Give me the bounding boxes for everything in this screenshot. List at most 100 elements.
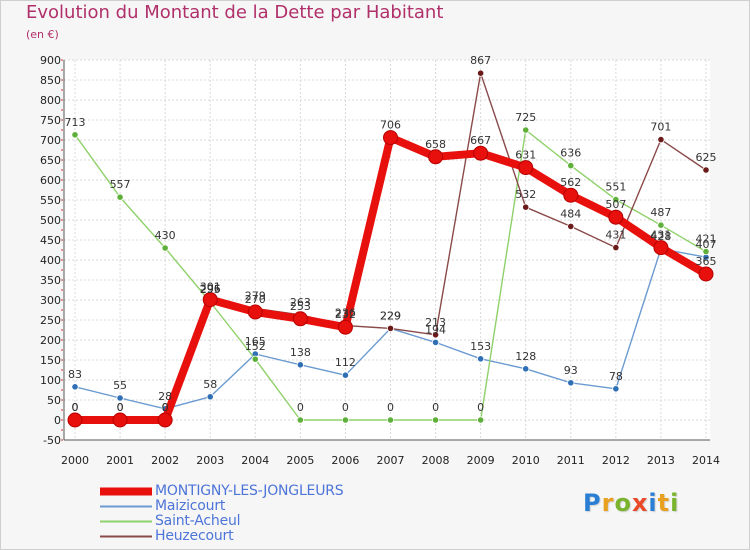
data-point: [247, 304, 263, 320]
data-point: [477, 69, 485, 77]
y-tick-label: 550: [40, 194, 61, 207]
data-point: [477, 355, 485, 363]
data-label: 93: [564, 364, 578, 377]
data-point: [702, 248, 710, 256]
logo-letter: x: [631, 489, 649, 517]
data-label: 301: [200, 281, 221, 294]
data-point: [522, 365, 530, 373]
data-point: [567, 222, 575, 230]
y-tick-label: 350: [40, 274, 61, 287]
data-label: 165: [245, 335, 266, 348]
y-tick-label: 50: [47, 394, 61, 407]
data-label: 658: [425, 138, 446, 151]
data-label: 236: [335, 307, 356, 320]
logo-letter: t: [657, 489, 671, 517]
data-label: 83: [68, 368, 82, 381]
data-label: 55: [113, 379, 127, 392]
data-point: [251, 355, 259, 363]
data-point: [161, 244, 169, 252]
y-tick-label: 200: [40, 334, 61, 347]
data-label: 365: [696, 255, 717, 268]
legend-label-saint-acheul: Saint-Acheul: [155, 513, 241, 529]
data-label: 484: [560, 207, 581, 220]
data-label: 725: [515, 111, 536, 124]
x-tick-label: 2006: [331, 454, 359, 467]
data-label: 713: [65, 116, 86, 129]
data-label: 279: [245, 289, 266, 302]
data-point: [383, 130, 398, 146]
legend-swatch-saint-acheul: [100, 520, 152, 523]
legend-item-montigny[interactable]: MONTIGNY-LES-JONGLEURS: [100, 483, 344, 499]
data-label: 701: [650, 121, 671, 134]
plot-area: [64, 60, 710, 440]
legend: MONTIGNY-LES-JONGLEURS Maizicourt Saint-…: [100, 483, 344, 544]
legend-swatch-maizicourt: [100, 505, 152, 508]
data-label: 263: [290, 296, 311, 309]
data-point: [206, 393, 214, 401]
data-label: 270: [245, 293, 266, 306]
data-point: [341, 371, 350, 379]
x-tick-label: 2010: [512, 454, 540, 467]
y-tick-label: 450: [40, 234, 61, 247]
data-point: [698, 266, 714, 282]
legend-item-saint-acheul[interactable]: Saint-Acheul: [100, 514, 343, 529]
x-tick-label: 2012: [602, 454, 630, 467]
data-point: [522, 203, 530, 211]
x-tick-label: 2004: [241, 454, 269, 467]
data-label: 507: [605, 198, 626, 211]
y-tick-label: 150: [40, 354, 61, 367]
y-tick-label: 600: [40, 174, 61, 187]
data-label: 631: [515, 149, 536, 162]
data-point: [116, 193, 124, 201]
legend-label-montigny: MONTIGNY-LES-JONGLEURS: [155, 483, 344, 499]
data-label: 421: [696, 233, 717, 246]
data-point: [431, 338, 440, 346]
data-point: [71, 131, 79, 139]
data-point: [386, 416, 395, 424]
data-point: [431, 416, 440, 424]
data-label: 128: [515, 350, 536, 363]
legend-swatch-heuzecourt: [100, 535, 152, 538]
chart-subtitle: (en €): [26, 28, 59, 41]
logo-letter: o: [614, 489, 632, 517]
data-point: [157, 412, 173, 428]
y-tick-label: 0: [54, 414, 61, 427]
data-label: 0: [432, 401, 439, 414]
logo-letter: i: [648, 489, 658, 517]
data-label: 430: [155, 229, 176, 242]
logo-letter: r: [601, 489, 615, 517]
legend-item-maizicourt[interactable]: Maizicourt: [100, 499, 343, 514]
data-label: 78: [609, 370, 623, 383]
y-tick-label: 650: [40, 154, 61, 167]
data-point: [518, 160, 534, 176]
data-label: 295: [200, 283, 221, 296]
data-label: 58: [203, 378, 217, 391]
data-label: 232: [335, 308, 356, 321]
data-label: 253: [290, 300, 311, 313]
x-tick-label: 2013: [647, 454, 675, 467]
x-tick-label: 2009: [467, 454, 495, 467]
data-label: 562: [560, 176, 581, 189]
data-point: [296, 416, 304, 424]
data-point: [71, 383, 79, 391]
data-point: [431, 331, 440, 339]
data-point: [612, 385, 620, 393]
data-point: [702, 166, 710, 174]
legend-item-heuzecourt[interactable]: Heuzecourt: [100, 529, 343, 544]
data-label: 229: [380, 309, 401, 322]
data-label: 551: [605, 181, 626, 194]
data-label: 229: [380, 309, 401, 322]
legend-label-heuzecourt: Heuzecourt: [155, 528, 234, 544]
data-point: [116, 394, 124, 402]
data-label: 0: [117, 401, 124, 414]
data-label: 0: [72, 401, 79, 414]
data-point: [657, 136, 665, 144]
data-point: [477, 416, 485, 424]
data-label: 431: [650, 229, 671, 242]
x-tick-label: 2003: [196, 454, 224, 467]
y-tick-label: 800: [40, 94, 61, 107]
legend-label-maizicourt: Maizicourt: [155, 498, 226, 514]
logo-letter: i: [670, 489, 680, 517]
y-tick-label: 100: [40, 374, 61, 387]
x-tick-label: 2001: [106, 454, 134, 467]
